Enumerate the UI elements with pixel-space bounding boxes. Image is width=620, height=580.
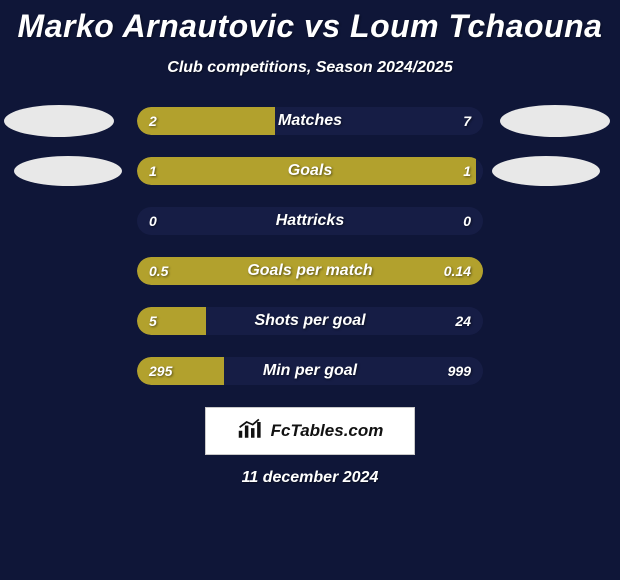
bar-left-fill [137, 307, 206, 335]
stat-value-right: 0 [463, 207, 471, 235]
stat-row: 27Matches [0, 107, 620, 135]
stat-value-left: 0.5 [149, 257, 168, 285]
badge-text: FcTables.com [271, 421, 384, 441]
stat-value-right: 7 [463, 107, 471, 135]
page-title: Marko Arnautovic vs Loum Tchaouna [0, 0, 620, 45]
stat-value-left: 295 [149, 357, 172, 385]
stat-value-left: 2 [149, 107, 157, 135]
stat-value-left: 5 [149, 307, 157, 335]
bar-right-fill [206, 307, 483, 335]
stat-row: 0.50.14Goals per match [0, 257, 620, 285]
bar-left-fill [137, 157, 476, 185]
stat-value-right: 999 [448, 357, 471, 385]
player-left-avatar [4, 105, 114, 137]
bar-right-fill [275, 107, 483, 135]
stat-bar: 11Goals [137, 157, 483, 185]
stat-value-right: 24 [455, 307, 471, 335]
source-badge: FcTables.com [205, 407, 415, 455]
stat-row: 0 0Hattricks [0, 207, 620, 235]
page-subtitle: Club competitions, Season 2024/2025 [0, 59, 620, 77]
stat-row: 11Goals [0, 157, 620, 185]
bar-left-fill [137, 107, 275, 135]
stat-bar: 524Shots per goal [137, 307, 483, 335]
stat-value-left: 0 [149, 207, 157, 235]
stat-bar: 0.50.14Goals per match [137, 257, 483, 285]
stat-row: 524Shots per goal [0, 307, 620, 335]
stat-value-right: 0.14 [444, 257, 471, 285]
stat-bar: 295999Min per goal [137, 357, 483, 385]
stat-row: 295999Min per goal [0, 357, 620, 385]
stat-value-left: 1 [149, 157, 157, 185]
chart-icon [237, 417, 265, 446]
stat-value-right: 1 [463, 157, 471, 185]
stat-label: Hattricks [137, 207, 483, 235]
bar-right-fill [476, 157, 483, 185]
player-left-avatar [14, 156, 122, 186]
player-right-avatar [492, 156, 600, 186]
bar-left-fill [137, 257, 483, 285]
comparison-chart: 27Matches11Goals00Hattricks0.50.14Goals … [0, 107, 620, 385]
bar-right-fill [224, 357, 484, 385]
stat-bar: 27Matches [137, 107, 483, 135]
stat-bar: 0 0Hattricks [137, 207, 483, 235]
player-right-avatar [500, 105, 610, 137]
date-label: 11 december 2024 [0, 469, 620, 487]
